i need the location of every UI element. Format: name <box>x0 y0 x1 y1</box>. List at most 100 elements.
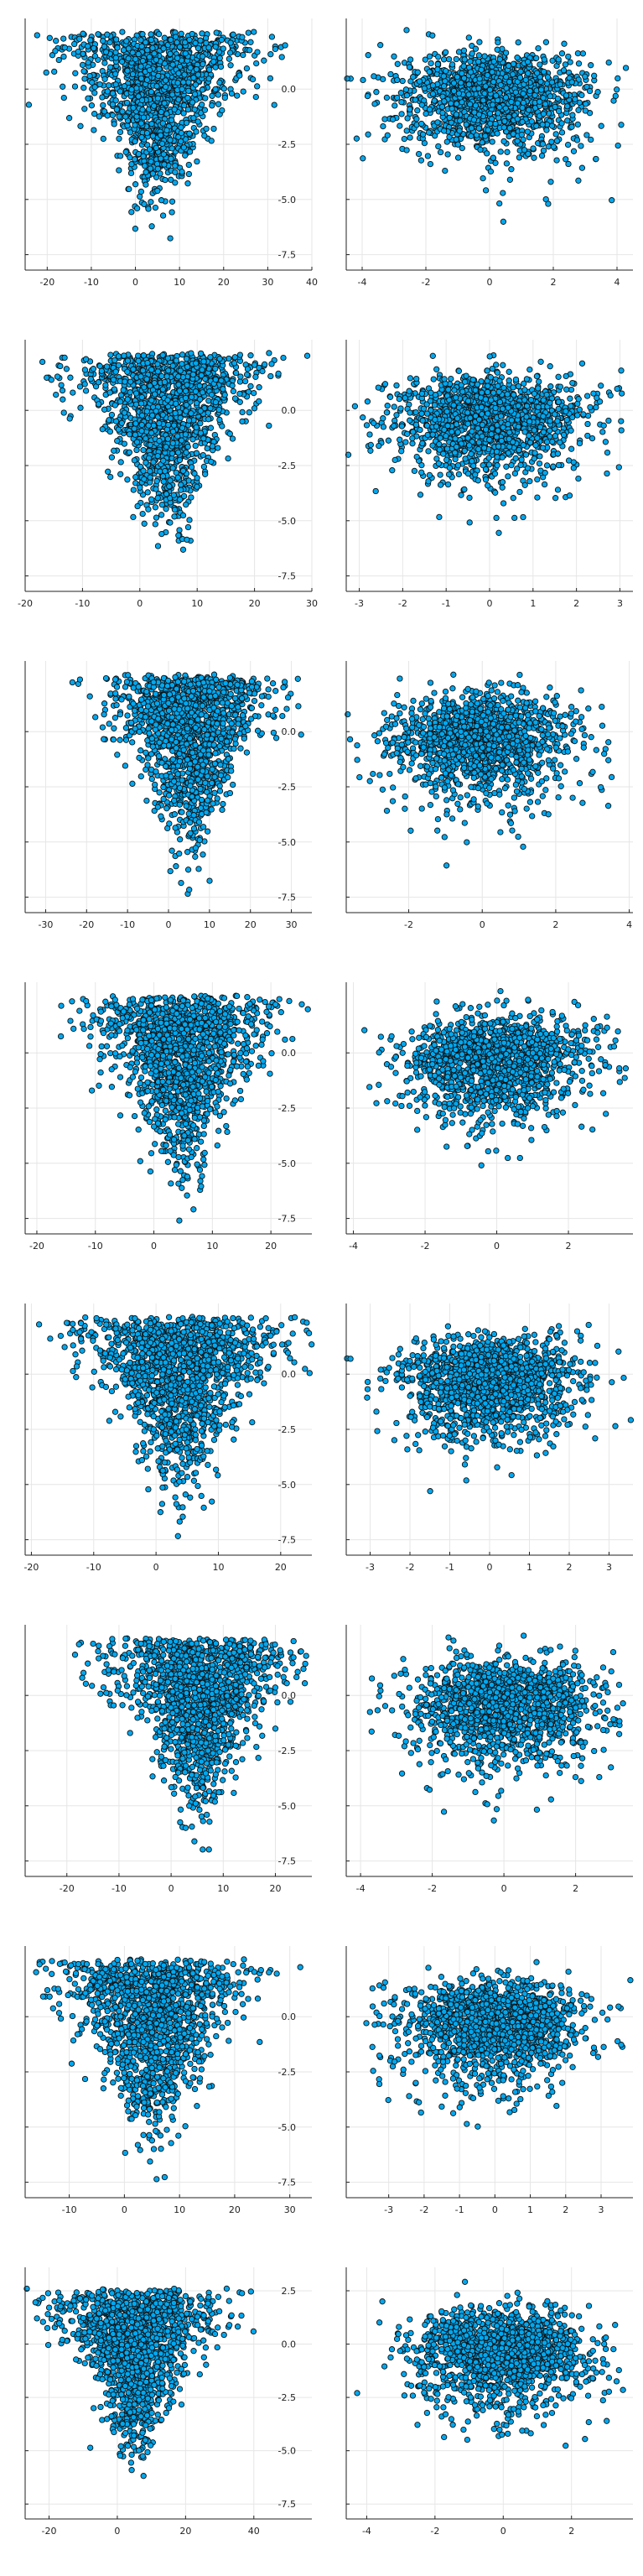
scatter-point <box>232 396 237 401</box>
scatter-point <box>157 66 162 71</box>
scatter-point <box>206 398 211 403</box>
scatter-point <box>189 100 194 105</box>
scatter-point <box>183 39 188 44</box>
scatter-point <box>477 76 482 81</box>
scatter-point <box>392 54 397 59</box>
scatter-point <box>220 107 225 112</box>
scatter-point <box>194 484 200 489</box>
scatter-point <box>130 71 135 76</box>
scatter-point <box>154 478 159 483</box>
scatter-point <box>120 29 125 34</box>
scatter-point <box>497 105 502 110</box>
scatter-point <box>441 84 446 89</box>
scatter-point <box>490 70 495 75</box>
scatter-point <box>352 403 357 409</box>
scatter-point <box>144 409 149 414</box>
scatter-point <box>493 121 498 126</box>
scatter-point <box>559 51 564 56</box>
scatter-point <box>162 162 167 167</box>
scatter-point <box>187 131 192 136</box>
scatter-point <box>161 458 166 463</box>
scatter-point <box>157 438 162 443</box>
scatter-point <box>127 432 132 437</box>
scatter-point <box>449 106 454 111</box>
scatter-point <box>184 409 189 414</box>
scatter-point <box>107 39 112 44</box>
scatter-point <box>97 363 102 368</box>
scatter-point <box>148 442 153 447</box>
scatter-point <box>134 206 139 211</box>
scatter-point <box>354 136 359 141</box>
scatter-point <box>118 471 123 476</box>
x-tick-label: 0 <box>132 277 138 288</box>
scatter-point <box>513 90 518 95</box>
scatter-point <box>520 105 525 110</box>
scatter-point <box>113 419 118 424</box>
scatter-point <box>141 154 146 159</box>
scatter-point <box>186 80 191 85</box>
scatter-point <box>497 56 502 61</box>
scatter-point <box>200 31 205 36</box>
scatter-point <box>136 358 141 363</box>
scatter-point <box>555 96 560 101</box>
scatter-point <box>220 387 226 392</box>
scatter-point <box>127 186 132 191</box>
scatter-point <box>170 440 175 445</box>
scatter-point <box>148 475 153 480</box>
scatter-point <box>117 399 122 404</box>
scatter-point <box>509 99 514 104</box>
scatter-point <box>237 399 242 404</box>
scatter-point <box>47 35 52 40</box>
scatter-point <box>200 452 205 457</box>
scatter-point <box>140 58 145 63</box>
scatter-point <box>154 84 159 89</box>
scatter-point <box>534 70 539 75</box>
scatter-point <box>153 505 158 510</box>
scatter-point <box>538 87 543 92</box>
scatter-point <box>169 117 174 122</box>
scatter-point <box>430 33 435 38</box>
scatter-point <box>609 198 614 203</box>
scatter-point <box>504 86 509 91</box>
scatter-point <box>595 90 600 95</box>
scatter-point <box>132 56 137 61</box>
scatter-point <box>548 180 553 185</box>
scatter-point <box>515 138 520 143</box>
scatter-point <box>462 487 467 492</box>
scatter-point <box>218 64 223 69</box>
scatter-point <box>163 84 168 89</box>
scatter-point <box>163 78 168 83</box>
x-tick-label: 20 <box>218 277 230 288</box>
scatter-point <box>254 60 259 65</box>
scatter-point <box>136 353 141 358</box>
scatter-point <box>176 97 181 102</box>
scatter-point <box>197 383 202 388</box>
scatter-point <box>86 44 91 49</box>
scatter-point <box>73 70 78 75</box>
scatter-point <box>114 107 119 112</box>
scatter-point <box>158 156 163 161</box>
scatter-point <box>165 356 170 361</box>
scatter-point <box>149 224 154 229</box>
scatter-point <box>454 137 459 142</box>
scatter-point <box>242 378 247 383</box>
scatter-point <box>156 32 161 37</box>
scatter-point <box>191 116 196 121</box>
scatter-point <box>439 104 444 109</box>
scatter-point <box>569 80 574 85</box>
scatter-point <box>283 43 288 48</box>
scatter-point <box>204 126 209 131</box>
scatter-point <box>606 418 611 423</box>
scatter-point <box>77 36 82 41</box>
scatter-point <box>521 91 526 96</box>
scatter-point <box>476 86 481 91</box>
scatter-point <box>142 476 147 481</box>
scatter-point <box>129 210 134 215</box>
scatter-point <box>61 54 66 59</box>
scatter-point <box>411 75 416 80</box>
scatter-point <box>141 353 146 358</box>
scatter-point <box>623 65 628 70</box>
scatter-point <box>160 387 165 392</box>
scatter-point <box>203 96 208 101</box>
scatter-point <box>101 407 106 412</box>
